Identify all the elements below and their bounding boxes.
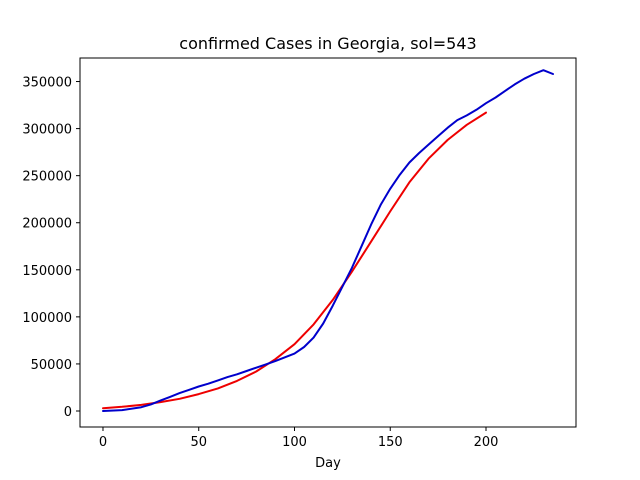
- y-tick-label: 50000: [31, 358, 72, 373]
- x-tick-label: 0: [99, 435, 107, 450]
- x-axis-title: Day: [315, 456, 341, 471]
- y-tick-label: 150000: [22, 264, 72, 279]
- x-tick-label: 50: [190, 435, 207, 450]
- x-tick-label: 200: [474, 435, 499, 450]
- y-tick-label: 0: [64, 405, 72, 420]
- y-axis: 0 50000 100000 150000 200000 250000 300000 3500…: [22, 76, 80, 420]
- x-axis: 0 50 100 150 200: [99, 427, 499, 450]
- y-tick-label: 200000: [22, 217, 72, 232]
- y-tick-label: 350000: [22, 76, 72, 91]
- series-line-1: [102, 111, 487, 410]
- x-tick-label: 150: [378, 435, 403, 450]
- y-tick-label: 250000: [22, 170, 72, 185]
- series-layer: [102, 69, 554, 412]
- series-line-2: [102, 69, 554, 412]
- plot-frame: [79, 57, 577, 428]
- x-tick-label: 100: [282, 435, 307, 450]
- y-tick-label: 300000: [22, 123, 72, 138]
- y-tick-label: 100000: [22, 311, 72, 326]
- chart-title: confirmed Cases in Georgia, sol=543: [179, 34, 476, 53]
